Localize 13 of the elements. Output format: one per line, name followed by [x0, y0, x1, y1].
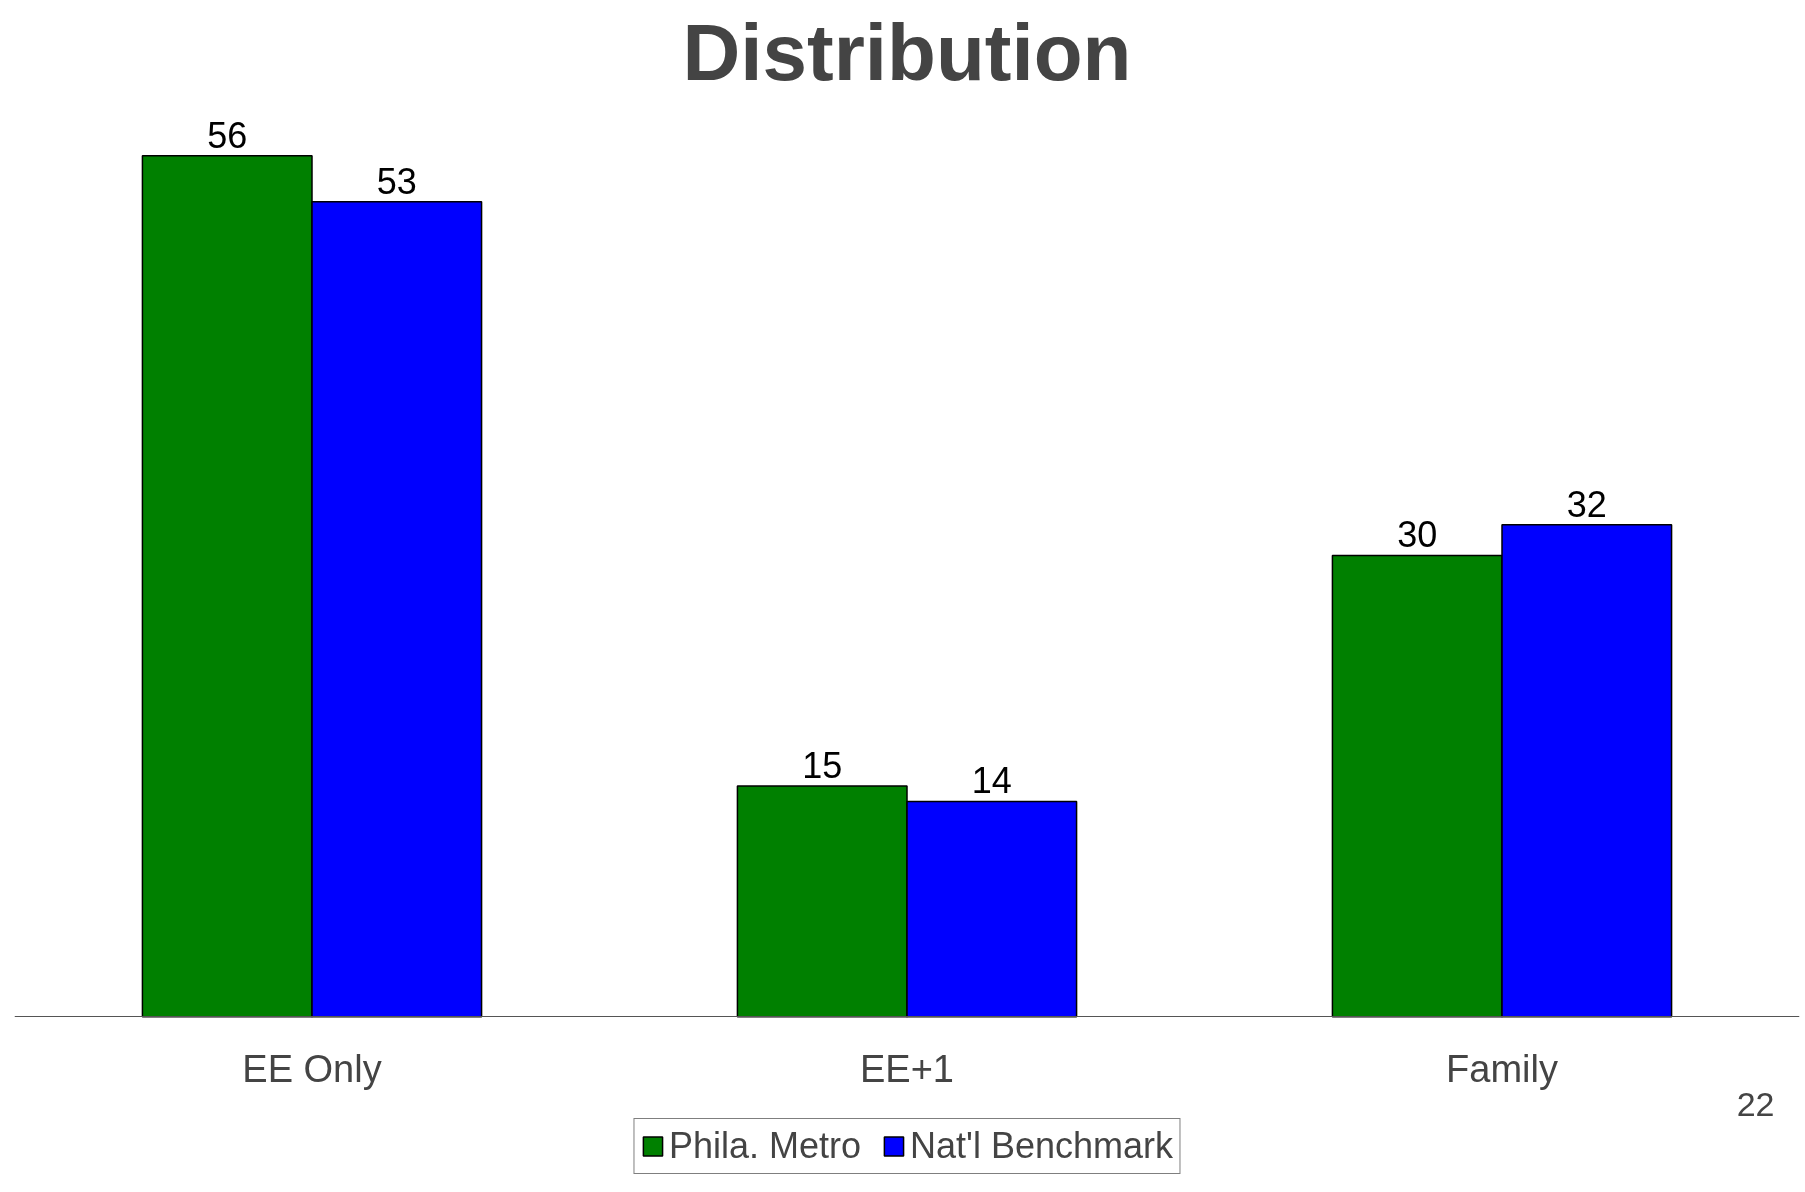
- x-tick-label: EE Only: [242, 1047, 382, 1090]
- data-label: 53: [376, 160, 417, 202]
- data-label: 14: [971, 760, 1012, 802]
- chart-title: Distribution: [682, 7, 1132, 97]
- data-label: 56: [207, 114, 248, 156]
- data-label: 15: [802, 745, 843, 787]
- x-tick-label: EE+1: [859, 1047, 955, 1090]
- legend-label: Phila. Metro: [668, 1125, 862, 1167]
- data-label: 30: [1397, 514, 1438, 556]
- x-tick-label: Family: [1446, 1047, 1558, 1090]
- text: 22: [1736, 1085, 1775, 1123]
- data-label: 32: [1566, 483, 1607, 525]
- legend-label: Nat'l Benchmark: [910, 1125, 1174, 1167]
